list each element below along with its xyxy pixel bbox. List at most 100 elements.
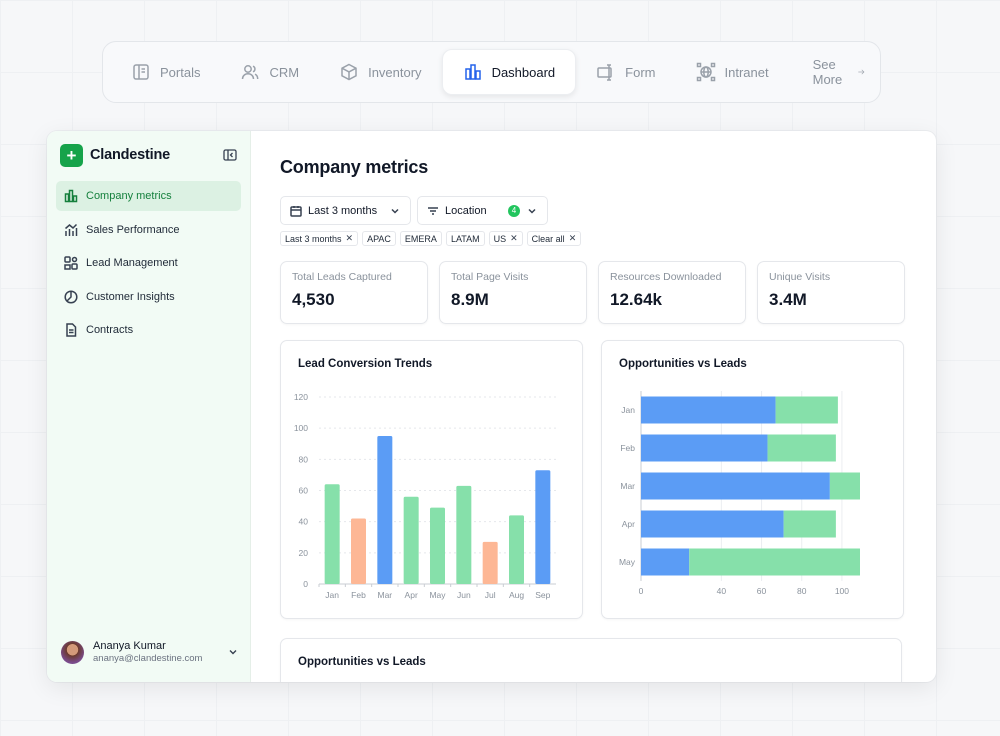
topnav-label: CRM <box>269 64 300 80</box>
sidebar-item-company-metrics[interactable]: Company metrics <box>56 181 241 211</box>
opportunities-card: Opportunities vs Leads 0 40 60 80 100 Jan Feb M… <box>601 340 904 619</box>
topnav-item-intranet[interactable]: Intranet <box>676 49 789 95</box>
filter-bar: Last 3 months Location 4 <box>280 196 907 225</box>
network-icon <box>696 62 715 82</box>
topnav-item-form[interactable]: Form <box>576 49 675 95</box>
location-dropdown[interactable]: Location 4 <box>417 196 548 225</box>
location-count-badge: 4 <box>508 204 520 217</box>
bar <box>377 435 393 584</box>
users-icon <box>242 65 259 80</box>
y-tick-label: 20 <box>299 548 309 558</box>
sidebar-item-lead-management[interactable]: Lead Management <box>56 248 241 278</box>
chip-label: Last 3 months <box>285 233 342 244</box>
sidebar-item-customer-insights[interactable]: Customer Insights <box>56 282 241 312</box>
user-name: Ananya Kumar <box>93 640 166 652</box>
x-tick-label: May <box>429 590 446 600</box>
bar-segment <box>641 434 768 462</box>
y-tick-label: 80 <box>299 454 309 464</box>
chart-icon <box>464 64 481 80</box>
topnav-label: Dashboard <box>491 64 556 80</box>
kpi-card: Total Page Visits 8.9M <box>439 261 587 324</box>
close-icon[interactable]: ✕ <box>510 233 518 243</box>
sidebar-item-label: Lead Management <box>86 257 178 269</box>
bottom-card: Opportunities vs Leads <box>280 638 902 682</box>
y-tick-label: 100 <box>294 423 308 433</box>
active-filter-chips: Last 3 months ✕ APAC EMERA LATAM US ✕ Clea… <box>280 231 907 246</box>
topnav-item-dashboard[interactable]: Dashboard <box>441 49 577 95</box>
bar-segment <box>767 434 836 462</box>
bottom-card-title: Opportunities vs Leads <box>298 656 426 668</box>
y-tick-label: Mar <box>620 481 635 491</box>
y-tick-label: 60 <box>299 486 309 496</box>
trend-icon <box>65 223 78 236</box>
x-tick-label: 40 <box>717 586 727 596</box>
y-tick-label: 0 <box>303 579 308 589</box>
bar-segment <box>641 472 830 500</box>
kpi-value: 3.4M <box>769 290 807 309</box>
y-tick-label: 120 <box>294 392 308 402</box>
box-icon <box>341 63 357 81</box>
bar-segment <box>783 510 836 538</box>
chip-label: EMERA <box>404 233 437 244</box>
user-text: Ananya Kumar ananya@clandestine.com <box>93 640 219 664</box>
see-more-link[interactable]: See More <box>793 49 886 95</box>
chip-label: Clear all <box>531 233 565 244</box>
app-window: + Clandestine Company metrics Sales Perf… <box>47 131 936 682</box>
chip-last-3-months[interactable]: Last 3 months ✕ <box>280 231 359 246</box>
topnav-label: Intranet <box>724 64 769 80</box>
x-tick-label: Jul <box>485 590 496 600</box>
topnav-item-inventory[interactable]: Inventory <box>319 49 441 95</box>
user-profile[interactable]: Ananya Kumar ananya@clandestine.com <box>61 640 238 664</box>
sidebar: + Clandestine Company metrics Sales Perf… <box>47 131 251 682</box>
topnav-item-crm[interactable]: CRM <box>220 49 319 95</box>
location-label: Location <box>445 204 487 217</box>
clear-all-chip[interactable]: Clear all ✕ <box>526 231 582 246</box>
page-title: Company metrics <box>280 157 429 177</box>
see-more-label: See More <box>812 57 843 87</box>
x-tick-label: 60 <box>757 586 767 596</box>
bar-segment <box>641 396 776 424</box>
lead-icon <box>64 256 78 270</box>
topnav-label: Form <box>625 64 656 80</box>
portal-icon <box>133 64 149 80</box>
bar-segment <box>689 548 860 576</box>
close-icon[interactable]: ✕ <box>345 233 354 243</box>
kpi-value: 8.9M <box>451 290 489 309</box>
chip-label: US <box>493 233 507 244</box>
chevron-down-icon[interactable] <box>228 647 238 657</box>
bar-chart-icon <box>64 189 78 203</box>
x-tick-label: Mar <box>378 590 393 600</box>
lead-conversion-card: Lead Conversion Trends 0 20 40 60 80 100 120 Ja… <box>280 340 583 619</box>
chip-apac[interactable]: APAC <box>362 231 396 246</box>
close-icon[interactable]: ✕ <box>568 233 577 243</box>
brand-logo-icon: + <box>60 143 83 167</box>
sidebar-item-label: Sales Performance <box>86 223 180 236</box>
sidebar-collapse-icon[interactable] <box>223 148 237 162</box>
x-tick-label: 100 <box>835 586 849 596</box>
chip-latam[interactable]: LATAM <box>445 231 485 246</box>
avatar <box>61 640 84 664</box>
sidebar-item-contracts[interactable]: Contracts <box>56 315 241 345</box>
topnav-item-portals[interactable]: Portals <box>111 49 220 95</box>
bar <box>482 541 498 584</box>
filter-icon <box>428 206 438 215</box>
y-tick-label: Apr <box>622 519 635 529</box>
y-tick-label: May <box>619 557 636 567</box>
sidebar-item-sales-performance[interactable]: Sales Performance <box>56 215 241 245</box>
bar <box>324 484 340 584</box>
pie-icon <box>64 289 78 304</box>
chip-us[interactable]: US ✕ <box>488 231 523 246</box>
x-tick-label: Apr <box>405 590 418 600</box>
chip-emera[interactable]: EMERA <box>399 231 442 246</box>
chevron-down-icon <box>391 208 399 214</box>
kpi-row: Total Leads Captured 4,530 Total Page Vi… <box>280 261 907 324</box>
y-tick-label: Feb <box>620 443 635 453</box>
bar <box>403 496 419 584</box>
kpi-card: Total Leads Captured 4,530 <box>280 261 428 324</box>
date-range-dropdown[interactable]: Last 3 months <box>280 196 411 225</box>
kpi-label: Unique Visits <box>769 271 831 283</box>
bar-segment <box>641 510 784 538</box>
document-icon <box>66 323 77 337</box>
sidebar-item-label: Contracts <box>86 324 134 336</box>
bar <box>509 515 524 584</box>
